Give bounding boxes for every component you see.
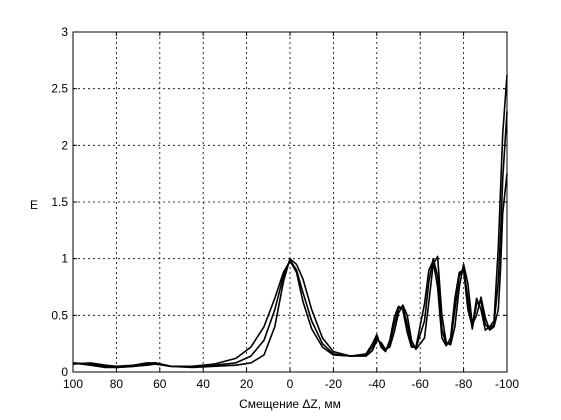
x-tick-label: 100 [63, 377, 83, 391]
x-tick-label: -40 [368, 377, 386, 391]
x-tick-label: 0 [287, 377, 294, 391]
y-tick-label: 0 [61, 365, 68, 379]
y-tick-label: 2.5 [51, 82, 68, 96]
x-axis-ticks: 100 80 60 40 20 0 -20 -40 -60 -80 -100 [63, 32, 519, 391]
x-tick-label: -80 [455, 377, 473, 391]
y-tick-label: 1.5 [51, 195, 68, 209]
y-axis-label: E [30, 198, 38, 212]
y-axis-ticks: 0 0.5 1 1.5 2 2.5 3 [51, 25, 507, 379]
series-line-3 [72, 173, 508, 369]
x-tick-label: -100 [495, 377, 519, 391]
x-tick-label: 20 [240, 377, 254, 391]
x-tick-label: -60 [412, 377, 430, 391]
x-tick-label: 80 [110, 377, 124, 391]
y-tick-label: 0.5 [51, 308, 68, 322]
y-tick-label: 3 [61, 25, 68, 39]
x-tick-label: 60 [153, 377, 167, 391]
x-axis-label: Смещение ΔZ, мм [239, 397, 341, 411]
series-group [72, 75, 508, 369]
x-tick-label: 40 [197, 377, 211, 391]
y-tick-label: 1 [61, 252, 68, 266]
x-tick-label: -20 [325, 377, 343, 391]
y-tick-label: 2 [61, 138, 68, 152]
series-line-2 [72, 111, 508, 369]
